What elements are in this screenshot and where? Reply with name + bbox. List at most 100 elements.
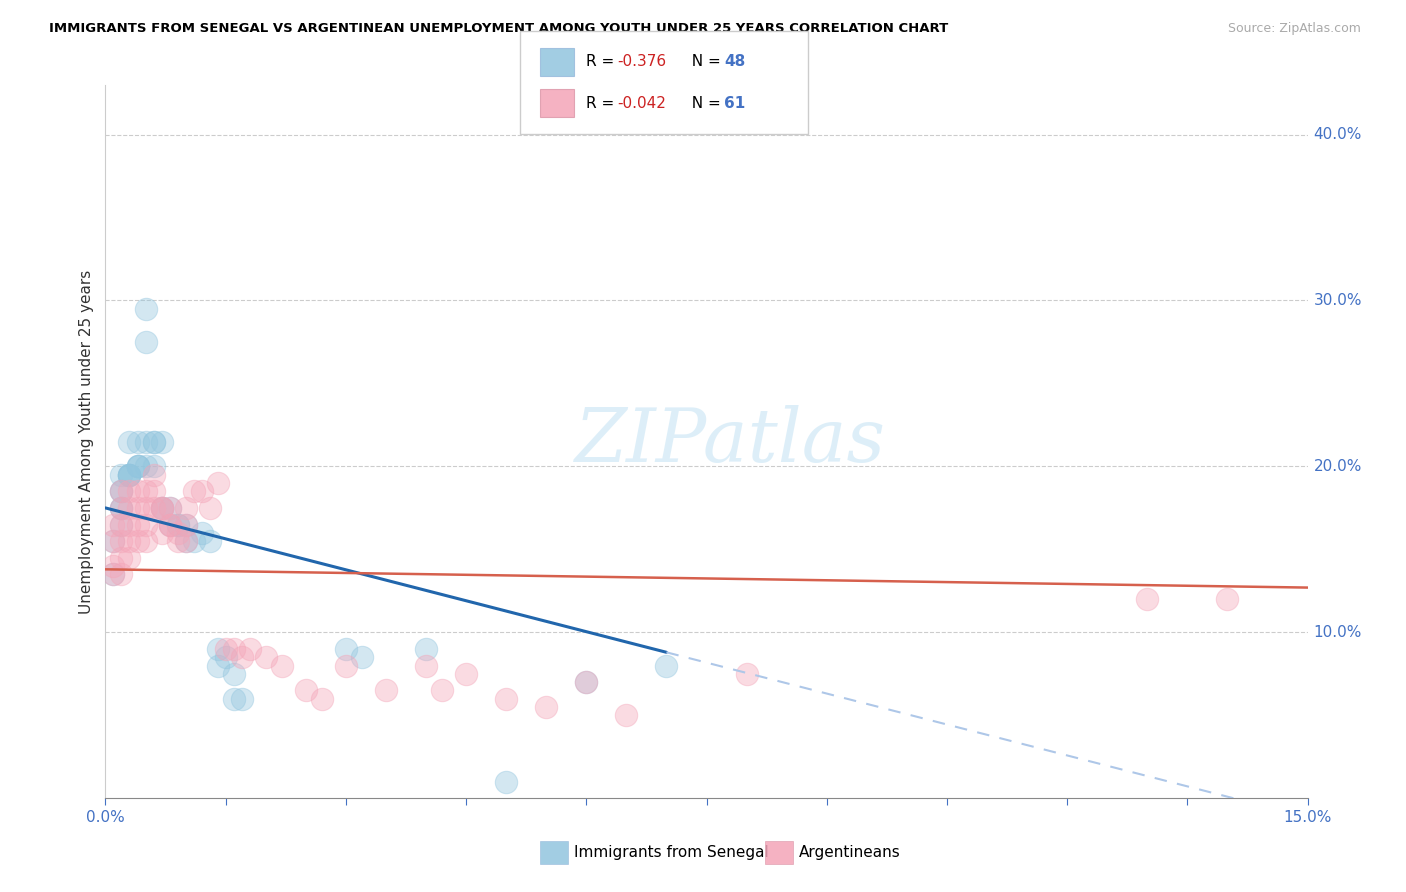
- Point: [495, 691, 517, 706]
- Point: [207, 476, 229, 491]
- Point: [118, 467, 141, 482]
- Point: [415, 642, 437, 657]
- Point: [135, 500, 157, 515]
- Point: [118, 434, 141, 449]
- Text: 48: 48: [724, 54, 745, 70]
- Point: [575, 675, 598, 690]
- Point: [142, 459, 165, 474]
- Point: [231, 691, 253, 706]
- Point: [135, 334, 157, 349]
- Point: [174, 534, 197, 549]
- Point: [142, 434, 165, 449]
- Point: [575, 675, 598, 690]
- Text: 30.0%: 30.0%: [1313, 293, 1362, 308]
- Point: [127, 534, 149, 549]
- Point: [103, 534, 125, 549]
- Point: [135, 484, 157, 499]
- Point: [295, 683, 318, 698]
- Point: [127, 500, 149, 515]
- Text: Source: ZipAtlas.com: Source: ZipAtlas.com: [1227, 22, 1361, 36]
- Point: [454, 666, 477, 681]
- Point: [110, 550, 132, 565]
- Point: [190, 525, 212, 540]
- Point: [118, 517, 141, 532]
- Point: [207, 658, 229, 673]
- Point: [135, 301, 157, 316]
- Point: [190, 484, 212, 499]
- Point: [430, 683, 453, 698]
- Point: [110, 517, 132, 532]
- Point: [198, 500, 221, 515]
- Text: R =: R =: [586, 54, 620, 70]
- Point: [166, 525, 188, 540]
- Point: [159, 517, 181, 532]
- Point: [159, 500, 181, 515]
- Text: -0.042: -0.042: [617, 95, 666, 111]
- Point: [103, 559, 125, 574]
- Point: [127, 459, 149, 474]
- Point: [174, 500, 197, 515]
- Point: [183, 534, 205, 549]
- Point: [415, 658, 437, 673]
- Text: 61: 61: [724, 95, 745, 111]
- Point: [118, 534, 141, 549]
- Point: [110, 484, 132, 499]
- Point: [495, 774, 517, 789]
- Y-axis label: Unemployment Among Youth under 25 years: Unemployment Among Youth under 25 years: [79, 269, 94, 614]
- Point: [110, 467, 132, 482]
- Point: [166, 517, 188, 532]
- Point: [231, 650, 253, 665]
- Text: R =: R =: [586, 95, 620, 111]
- Point: [374, 683, 398, 698]
- Text: 10.0%: 10.0%: [1313, 625, 1362, 640]
- Point: [150, 525, 173, 540]
- Text: 20.0%: 20.0%: [1313, 458, 1362, 474]
- Point: [166, 534, 188, 549]
- Point: [110, 567, 132, 582]
- Text: N =: N =: [682, 95, 725, 111]
- Point: [222, 691, 245, 706]
- Point: [616, 708, 638, 723]
- Point: [207, 642, 229, 657]
- Point: [110, 484, 132, 499]
- Point: [110, 517, 132, 532]
- Point: [214, 650, 236, 665]
- Point: [335, 642, 357, 657]
- Point: [150, 500, 173, 515]
- Point: [135, 534, 157, 549]
- Point: [350, 650, 373, 665]
- Point: [142, 434, 165, 449]
- Point: [127, 459, 149, 474]
- Point: [150, 500, 173, 515]
- Point: [103, 517, 125, 532]
- Point: [655, 658, 678, 673]
- Point: [135, 434, 157, 449]
- Text: -0.376: -0.376: [617, 54, 666, 70]
- Text: Argentineans: Argentineans: [799, 846, 900, 860]
- Point: [311, 691, 333, 706]
- Point: [103, 567, 125, 582]
- Point: [118, 467, 141, 482]
- Point: [103, 534, 125, 549]
- Point: [254, 650, 277, 665]
- Point: [1136, 592, 1159, 607]
- Point: [103, 567, 125, 582]
- Point: [159, 500, 181, 515]
- Point: [142, 467, 165, 482]
- Point: [110, 484, 132, 499]
- Point: [110, 500, 132, 515]
- Point: [110, 500, 132, 515]
- Point: [335, 658, 357, 673]
- Point: [222, 666, 245, 681]
- Point: [150, 500, 173, 515]
- Point: [118, 484, 141, 499]
- Point: [159, 517, 181, 532]
- Point: [127, 434, 149, 449]
- Point: [118, 467, 141, 482]
- Point: [127, 517, 149, 532]
- Text: N =: N =: [682, 54, 725, 70]
- Point: [127, 484, 149, 499]
- Point: [135, 459, 157, 474]
- Point: [1216, 592, 1239, 607]
- Point: [735, 666, 758, 681]
